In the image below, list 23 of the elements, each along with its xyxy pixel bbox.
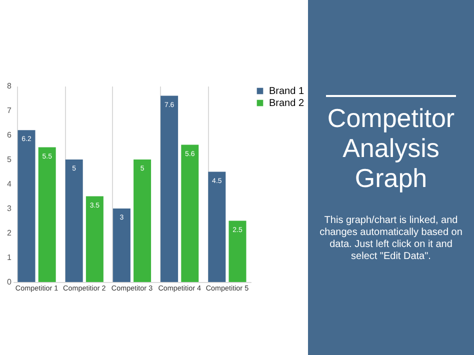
text: Competitor Analysis Graph bbox=[326, 95, 456, 193]
y-tick-label: 5 bbox=[7, 155, 12, 164]
bar bbox=[181, 144, 199, 282]
bar bbox=[65, 160, 83, 282]
bar bbox=[160, 96, 178, 282]
y-tick-label: 2 bbox=[7, 228, 12, 238]
bar bbox=[112, 208, 130, 282]
bar bbox=[134, 160, 152, 282]
y-tick-label: 0 bbox=[7, 278, 12, 286]
bar bbox=[228, 220, 246, 282]
y-tick-label: 6 bbox=[7, 130, 12, 140]
bar bbox=[208, 172, 226, 282]
bar bbox=[86, 196, 104, 282]
y-tick-label: 4 bbox=[7, 180, 12, 188]
bar bbox=[18, 130, 36, 282]
y-tick-label: 7 bbox=[7, 106, 12, 115]
legend-label: Brand 1 bbox=[269, 86, 304, 97]
y-tick-label: 8 bbox=[7, 82, 12, 90]
y-tick-label: 1 bbox=[7, 253, 12, 262]
legend-label: Brand 2 bbox=[269, 98, 304, 109]
text: This graph/chart is linked, and changes automatically based on data. Just left click on it and select "Edit Data". bbox=[318, 215, 464, 263]
y-tick-label: 3 bbox=[7, 204, 12, 213]
bar bbox=[38, 147, 56, 282]
